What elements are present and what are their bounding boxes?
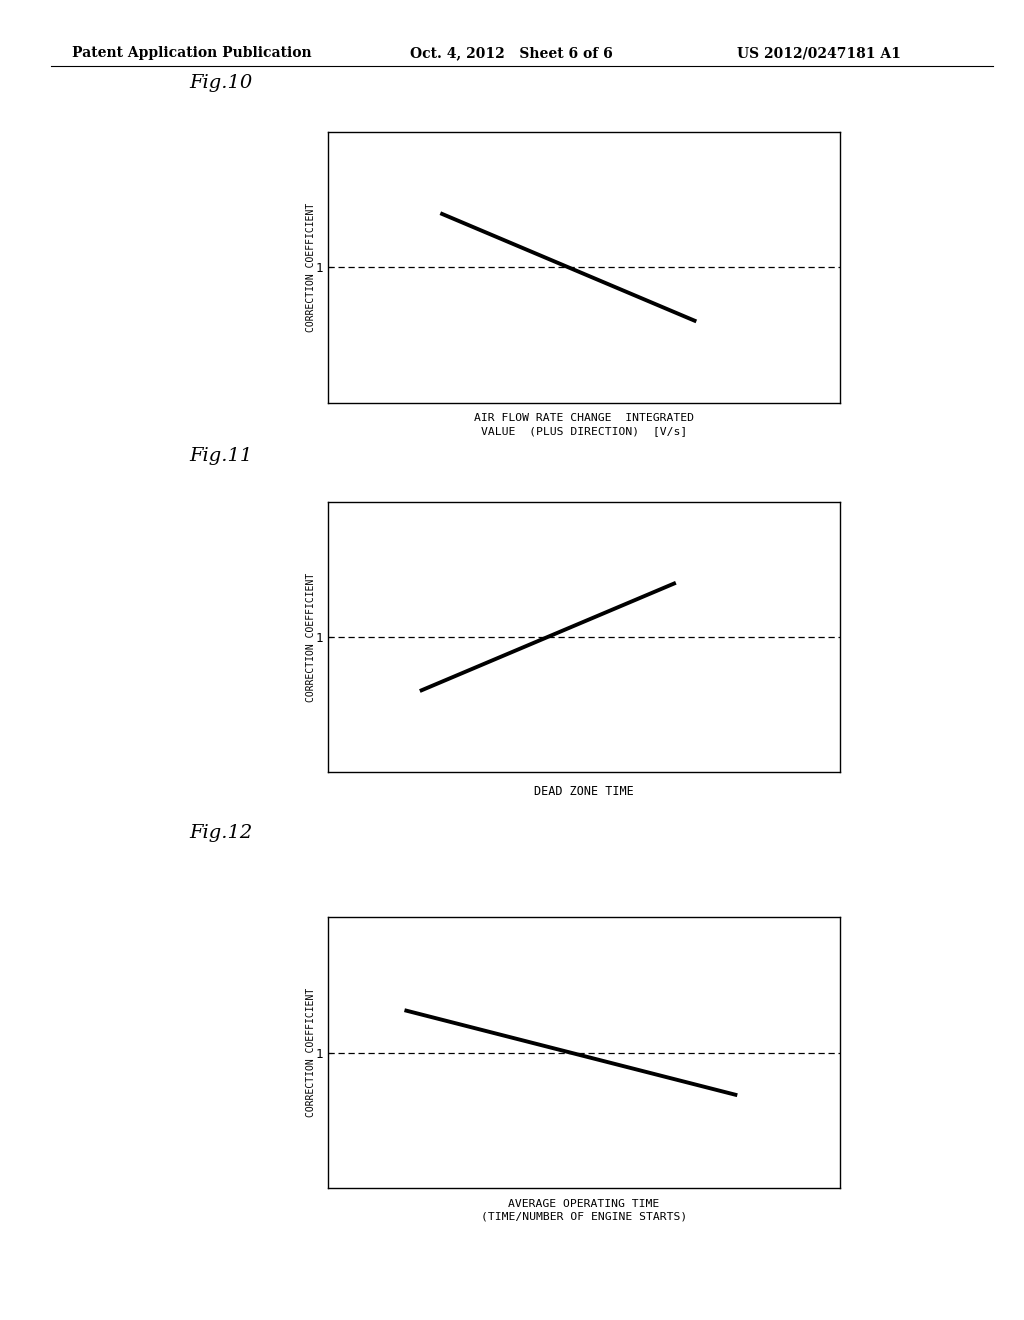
Text: AIR FLOW RATE CHANGE  INTEGRATED
VALUE  (PLUS DIRECTION)  [V/s]: AIR FLOW RATE CHANGE INTEGRATED VALUE (P… — [474, 413, 693, 437]
Text: Fig.12: Fig.12 — [189, 824, 253, 842]
Text: DEAD ZONE TIME: DEAD ZONE TIME — [534, 785, 634, 799]
Y-axis label: CORRECTION COEFFICIENT: CORRECTION COEFFICIENT — [306, 203, 316, 331]
Y-axis label: CORRECTION COEFFICIENT: CORRECTION COEFFICIENT — [306, 989, 316, 1117]
Text: Fig.10: Fig.10 — [189, 74, 253, 92]
Y-axis label: CORRECTION COEFFICIENT: CORRECTION COEFFICIENT — [306, 573, 316, 701]
Text: Fig.11: Fig.11 — [189, 446, 253, 465]
Text: AVERAGE OPERATING TIME
(TIME/NUMBER OF ENGINE STARTS): AVERAGE OPERATING TIME (TIME/NUMBER OF E… — [480, 1199, 687, 1222]
Text: Oct. 4, 2012   Sheet 6 of 6: Oct. 4, 2012 Sheet 6 of 6 — [410, 46, 612, 61]
Text: US 2012/0247181 A1: US 2012/0247181 A1 — [737, 46, 901, 61]
Text: Patent Application Publication: Patent Application Publication — [72, 46, 311, 61]
